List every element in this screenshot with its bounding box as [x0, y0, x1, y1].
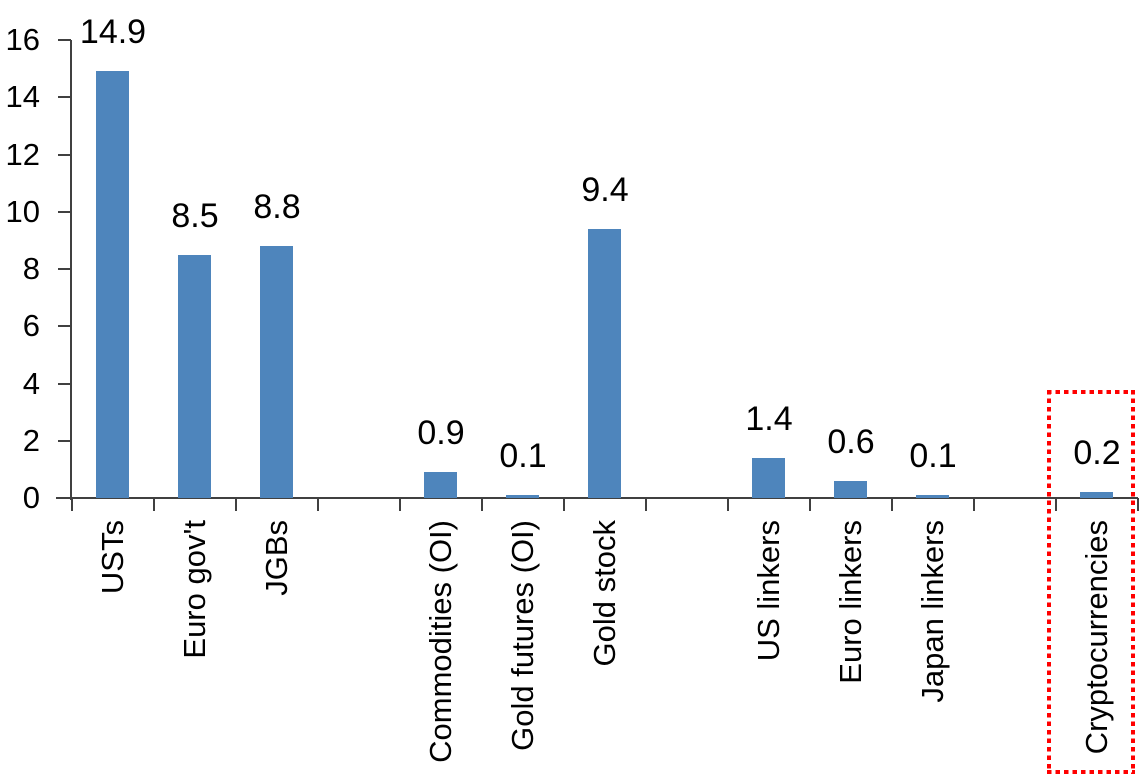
bar-value-label: 0.2: [1073, 434, 1121, 472]
x-axis-line: [56, 497, 1138, 499]
y-axis-tick: [58, 211, 71, 213]
bar: [834, 481, 867, 498]
x-axis-label: Gold stock: [587, 520, 622, 667]
x-axis-label: JGBs: [259, 520, 294, 596]
bar-value-label: 0.6: [827, 423, 875, 461]
y-axis-tick: [58, 440, 71, 442]
y-axis-tick: [58, 497, 71, 499]
bar: [96, 71, 129, 498]
x-axis-tick: [399, 498, 401, 511]
y-axis-tick: [58, 39, 71, 41]
bar-value-label: 14.9: [79, 13, 147, 51]
x-axis-tick: [891, 498, 893, 511]
x-axis-tick: [1055, 498, 1057, 511]
x-axis-label: US linkers: [751, 520, 786, 662]
x-axis-label: Japan linkers: [915, 520, 950, 703]
bar-value-label: 8.8: [253, 188, 301, 226]
bar: [178, 255, 211, 498]
x-axis-tick: [727, 498, 729, 511]
x-axis-tick: [1137, 498, 1139, 511]
y-axis-tick-label: 16: [5, 22, 40, 57]
bar-value-label: 0.1: [499, 437, 547, 475]
x-axis-tick: [481, 498, 483, 511]
x-axis-tick: [71, 498, 73, 511]
x-axis-tick: [317, 498, 319, 511]
x-axis-tick: [563, 498, 565, 511]
bar-value-label: 1.4: [745, 400, 793, 438]
x-axis-tick: [973, 498, 975, 511]
y-axis-tick: [58, 154, 71, 156]
y-axis-tick-label: 12: [5, 137, 40, 172]
highlight-box: [1047, 390, 1135, 774]
x-axis-label: Euro gov't: [177, 520, 212, 659]
x-axis-tick: [153, 498, 155, 511]
highlight-border-top: [1047, 390, 1135, 394]
bar: [260, 246, 293, 498]
y-axis-tick: [58, 268, 71, 270]
bar: [1080, 492, 1113, 498]
x-axis-label: Commodities (OI): [423, 520, 458, 763]
y-axis-tick: [58, 383, 71, 385]
x-axis-label: Gold futures (OI): [505, 520, 540, 751]
y-axis-tick-label: 14: [5, 79, 40, 114]
bar: [506, 495, 539, 498]
y-axis-tick-label: 2: [22, 423, 40, 458]
bar: [588, 229, 621, 498]
x-axis-tick: [235, 498, 237, 511]
bar-value-label: 9.4: [581, 171, 629, 209]
y-axis-tick-label: 4: [22, 366, 40, 401]
bar: [752, 458, 785, 498]
y-axis-tick-label: 8: [22, 251, 40, 286]
bar-value-label: 0.1: [909, 437, 957, 475]
bar: [424, 472, 457, 498]
bar-value-label: 0.9: [417, 414, 465, 452]
y-axis-tick-label: 10: [5, 194, 40, 229]
bar: [916, 495, 949, 498]
x-axis-tick: [809, 498, 811, 511]
x-axis-tick: [645, 498, 647, 511]
highlight-border-right: [1131, 390, 1135, 774]
y-axis-tick: [58, 96, 71, 98]
y-axis-line: [70, 40, 72, 500]
highlight-border-bottom: [1047, 770, 1135, 774]
y-axis-tick: [58, 325, 71, 327]
y-axis-tick-label: 0: [22, 480, 40, 515]
highlight-border-left: [1047, 390, 1051, 774]
x-axis-label: Euro linkers: [833, 520, 868, 684]
bar-value-label: 8.5: [171, 197, 219, 235]
y-axis-tick-label: 6: [22, 308, 40, 343]
x-axis-label: USTs: [95, 520, 130, 595]
